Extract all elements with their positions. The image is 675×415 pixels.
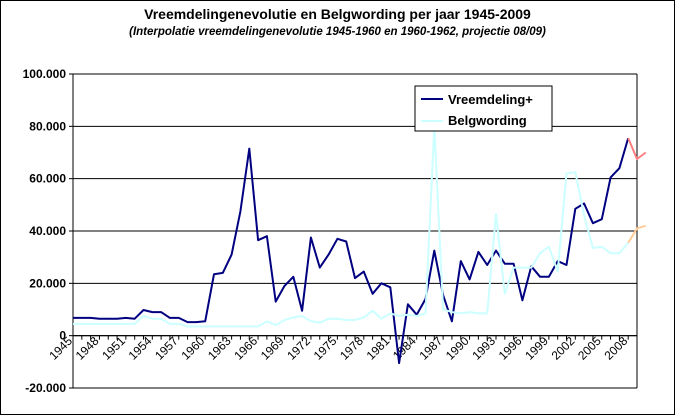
x-tick-label: 1981 xyxy=(364,334,393,363)
x-tick-label: 2005 xyxy=(575,334,604,363)
series-line-0 xyxy=(73,137,630,365)
chart-subtitle: (Interpolatie vreemdelingenevolutie 1945… xyxy=(129,26,546,38)
series-line-1 xyxy=(73,125,629,328)
x-tick-label: 1972 xyxy=(284,334,313,363)
x-tick-label: 1954 xyxy=(126,334,155,363)
x-tick-label: 1993 xyxy=(469,334,498,363)
legend: Vreemdeling+ Belgwording xyxy=(414,85,553,132)
chart-title: Vreemdelingenevolutie en Belgwording per… xyxy=(144,6,531,22)
y-tick-label: 80.000 xyxy=(29,119,66,133)
x-tick-label: 1945 xyxy=(46,334,75,363)
series-projection-1 xyxy=(627,224,647,244)
x-tick-label: 1984 xyxy=(390,334,419,363)
x-tick-label: 1951 xyxy=(99,334,128,363)
y-tick-label: 40.000 xyxy=(29,224,66,238)
x-tick-label: 1966 xyxy=(231,334,260,363)
series-projection-0 xyxy=(627,137,647,160)
y-tick-label: 60.000 xyxy=(29,172,66,186)
x-tick-label: 1987 xyxy=(416,334,445,363)
x-tick-label: 2008 xyxy=(602,334,631,363)
y-tick-label: 20.000 xyxy=(29,276,66,290)
x-tick-label: 1996 xyxy=(496,334,525,363)
legend-label-vreemdeling: Vreemdeling+ xyxy=(448,92,533,107)
y-tick-label: 100.000 xyxy=(23,67,67,81)
x-tick-label: 1978 xyxy=(337,334,366,363)
x-tick-label: 2002 xyxy=(549,334,578,363)
y-axis-ticks: -20.000 0 20.000 40.000 60.000 80.000 100.000 xyxy=(23,67,67,395)
x-tick-label: 1960 xyxy=(179,334,208,363)
x-tick-label: 1948 xyxy=(73,334,102,363)
x-axis-ticks: 1945194819511954195719601963196619691972… xyxy=(46,334,630,363)
axes xyxy=(69,73,638,389)
series-lines xyxy=(73,125,647,365)
x-tick-label: 1975 xyxy=(311,334,340,363)
x-tick-label: 1957 xyxy=(152,334,181,363)
y-tick-label: 0 xyxy=(59,329,66,343)
legend-label-belgwording: Belgwording xyxy=(448,113,527,128)
x-tick-label: 1990 xyxy=(443,334,472,363)
x-tick-label: 1969 xyxy=(258,334,287,363)
x-tick-label: 1963 xyxy=(205,334,234,363)
y-tick-label: -20.000 xyxy=(25,381,66,395)
x-tick-label: 1999 xyxy=(522,334,551,363)
legend-box xyxy=(414,85,553,132)
